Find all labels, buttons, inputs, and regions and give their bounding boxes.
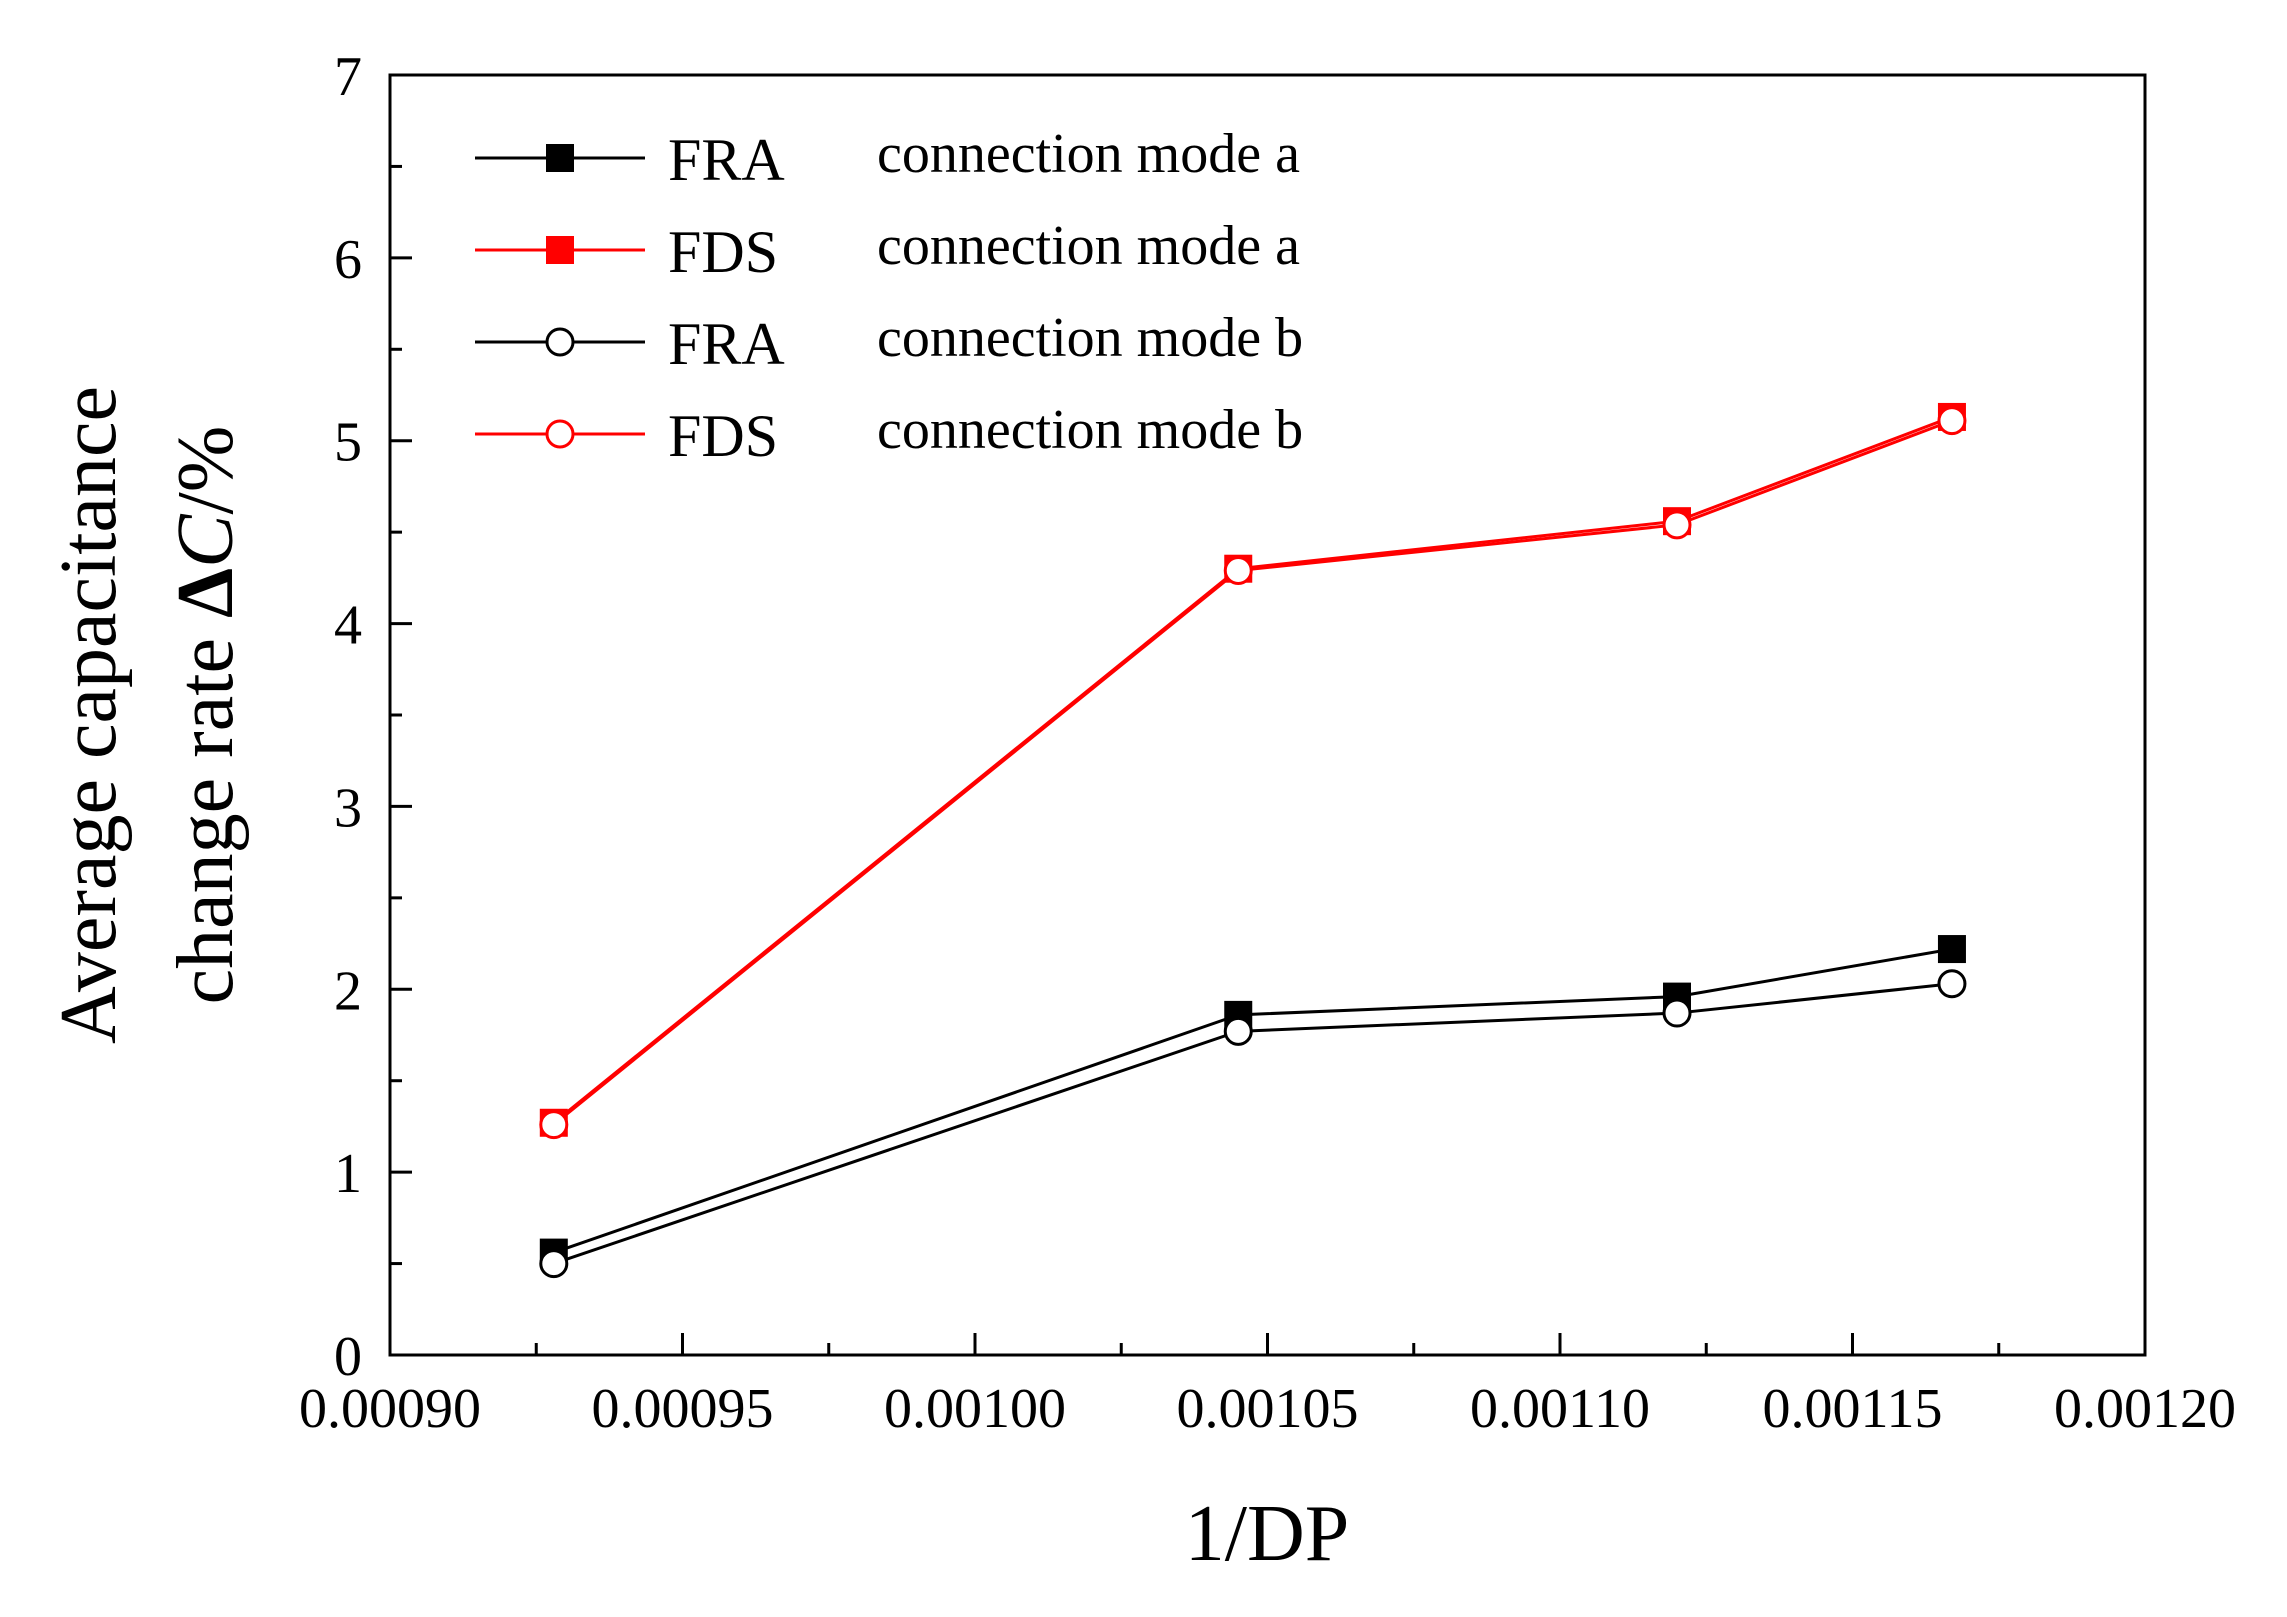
- series-line: [552, 415, 1953, 1124]
- y-axis-title-delta: Δ: [162, 568, 250, 618]
- legend-description: connection mode b: [877, 399, 1303, 461]
- y-tick-label: 7: [334, 46, 362, 108]
- data-point: [1937, 969, 1967, 999]
- x-tick-label: 0.00100: [884, 1378, 1066, 1440]
- series-fra-a: [539, 935, 1966, 1267]
- legend-label: FDS: [668, 219, 778, 285]
- legend-entry: FRA connection mode a: [475, 123, 1300, 193]
- legend-marker: [545, 419, 575, 449]
- y-axis-title: Average capacitance change rate ΔC/%: [45, 386, 250, 1044]
- x-tick-label: 0.00090: [299, 1378, 481, 1440]
- legend-entry: FRA connection mode b: [475, 307, 1303, 377]
- data-point: [539, 1249, 569, 1279]
- y-axis-title-line1: Average capacitance: [45, 386, 133, 1044]
- legend: FRA connection mode a FDS connection mode a…: [475, 123, 1303, 469]
- data-point: [539, 1110, 569, 1140]
- data-point: [1223, 1016, 1253, 1046]
- y-tick-label: 3: [334, 777, 362, 839]
- y-tick-label: 4: [334, 595, 362, 657]
- legend-label: FRA: [668, 311, 785, 377]
- legend-entry: FDS connection mode a: [475, 215, 1300, 285]
- data-point: [1662, 998, 1692, 1028]
- data-point: [1937, 935, 1966, 964]
- series-fds-a: [539, 402, 1966, 1137]
- legend-marker: [546, 236, 574, 264]
- series-layer: [539, 402, 1967, 1279]
- x-axis-title: 1/DP: [1185, 1490, 1350, 1578]
- legend-label: FDS: [668, 403, 778, 469]
- x-tick-label: 0.00095: [592, 1378, 774, 1440]
- legend-marker: [546, 144, 574, 172]
- series-line: [553, 947, 1953, 1255]
- legend-description: connection mode b: [877, 307, 1303, 369]
- legend-marker: [545, 327, 575, 357]
- y-axis-title-prefix: change rate: [162, 618, 250, 1004]
- y-axis-title-suffix: /%: [162, 426, 250, 515]
- y-axis-ticks: 0 1 2 3 4 5 6 7: [334, 46, 412, 1388]
- y-tick-label: 2: [334, 960, 362, 1022]
- legend-label: FRA: [668, 127, 785, 193]
- series-fra-b: [539, 969, 1967, 1279]
- legend-entry: FDS connection mode b: [475, 399, 1303, 469]
- x-axis-ticks: 0.00090 0.00095 0.00100 0.00105 0.00110 0.001…: [299, 1333, 2236, 1440]
- y-axis-title-variable: C: [162, 513, 250, 568]
- series-fds-b: [539, 406, 1967, 1140]
- data-point: [1937, 406, 1967, 436]
- y-tick-label: 1: [334, 1143, 362, 1205]
- series-line: [552, 419, 1953, 1126]
- legend-description: connection mode a: [877, 123, 1300, 185]
- x-tick-label: 0.00105: [1177, 1378, 1359, 1440]
- y-tick-label: 5: [334, 412, 362, 474]
- x-tick-label: 0.00120: [2054, 1378, 2236, 1440]
- series-line: [553, 982, 1953, 1265]
- y-tick-label: 0: [334, 1326, 362, 1388]
- x-tick-label: 0.00110: [1470, 1378, 1650, 1440]
- y-tick-label: 6: [334, 229, 362, 291]
- legend-description: connection mode a: [877, 215, 1300, 277]
- data-point: [1662, 510, 1692, 540]
- y-axis-title-line2: change rate ΔC/%: [162, 426, 250, 1005]
- x-tick-label: 0.00115: [1763, 1378, 1943, 1440]
- data-point: [1223, 556, 1253, 586]
